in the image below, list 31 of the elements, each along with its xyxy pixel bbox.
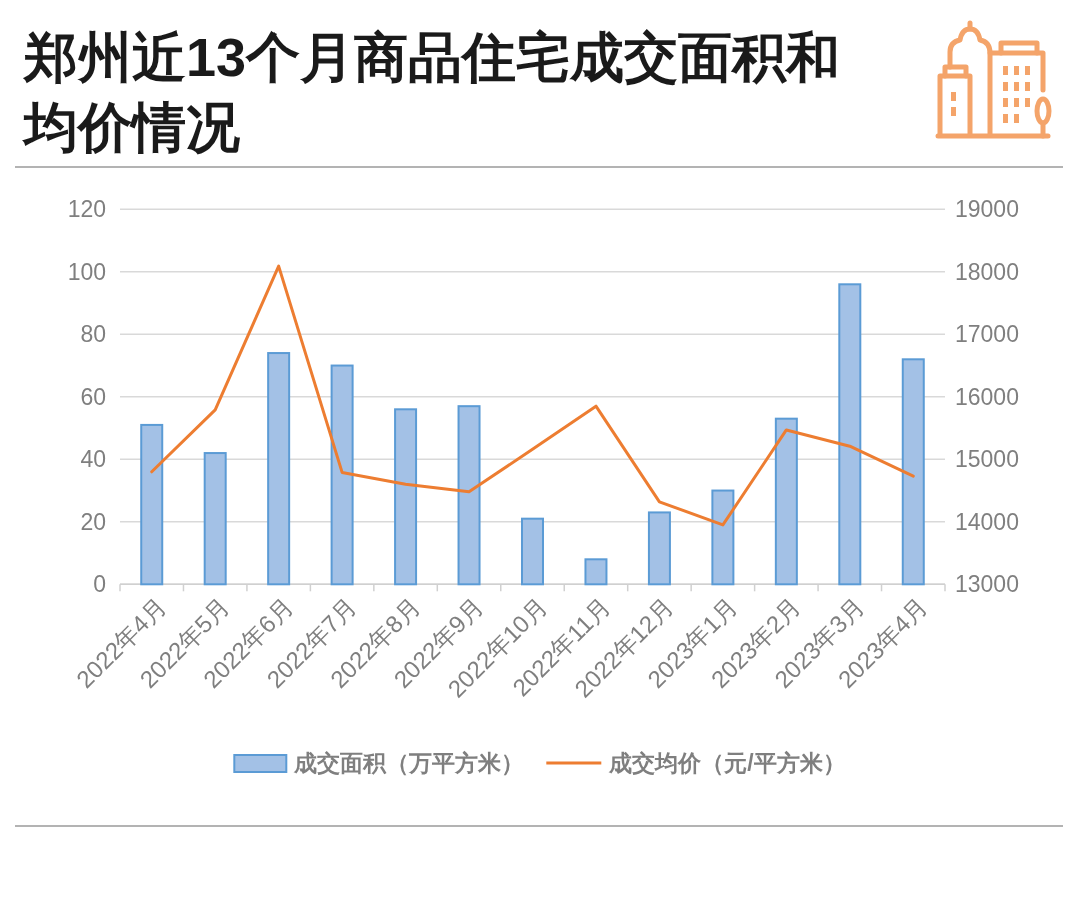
y2-tick-label: 13000 <box>955 571 1019 598</box>
y2-tick-label: 15000 <box>955 446 1019 473</box>
bar <box>457 405 481 586</box>
chart-title: 郑州近13个月商品住宅成交面积和均价情况 <box>24 26 842 159</box>
legend-label: 成交面积（万平方米） <box>293 750 525 776</box>
bar <box>711 489 735 586</box>
y2-tick-label: 14000 <box>955 508 1019 535</box>
y-tick-label: 60 <box>80 383 106 410</box>
bar <box>267 352 291 586</box>
bar <box>521 517 544 586</box>
bar <box>394 408 418 586</box>
y-tick-label: 40 <box>80 446 106 473</box>
bar <box>584 558 608 586</box>
y-tick-label: 20 <box>80 508 106 535</box>
y-tick-label: 0 <box>93 571 106 598</box>
y2-tick-label: 17000 <box>955 321 1019 348</box>
bar <box>901 358 925 586</box>
y2-tick-label: 16000 <box>955 383 1019 410</box>
y-tick-label: 100 <box>67 258 106 285</box>
legend-label: 成交均价（元/平方米） <box>608 750 846 776</box>
bar <box>203 452 227 586</box>
bar <box>838 283 862 586</box>
bar <box>330 364 354 586</box>
y-tick-label: 80 <box>80 321 106 348</box>
bar <box>140 423 164 586</box>
bar <box>774 417 798 586</box>
y2-tick-label: 18000 <box>955 258 1019 285</box>
bar <box>647 511 671 586</box>
y2-tick-label: 19000 <box>955 196 1019 223</box>
line-series <box>150 264 915 527</box>
y-tick-label: 120 <box>67 196 106 223</box>
